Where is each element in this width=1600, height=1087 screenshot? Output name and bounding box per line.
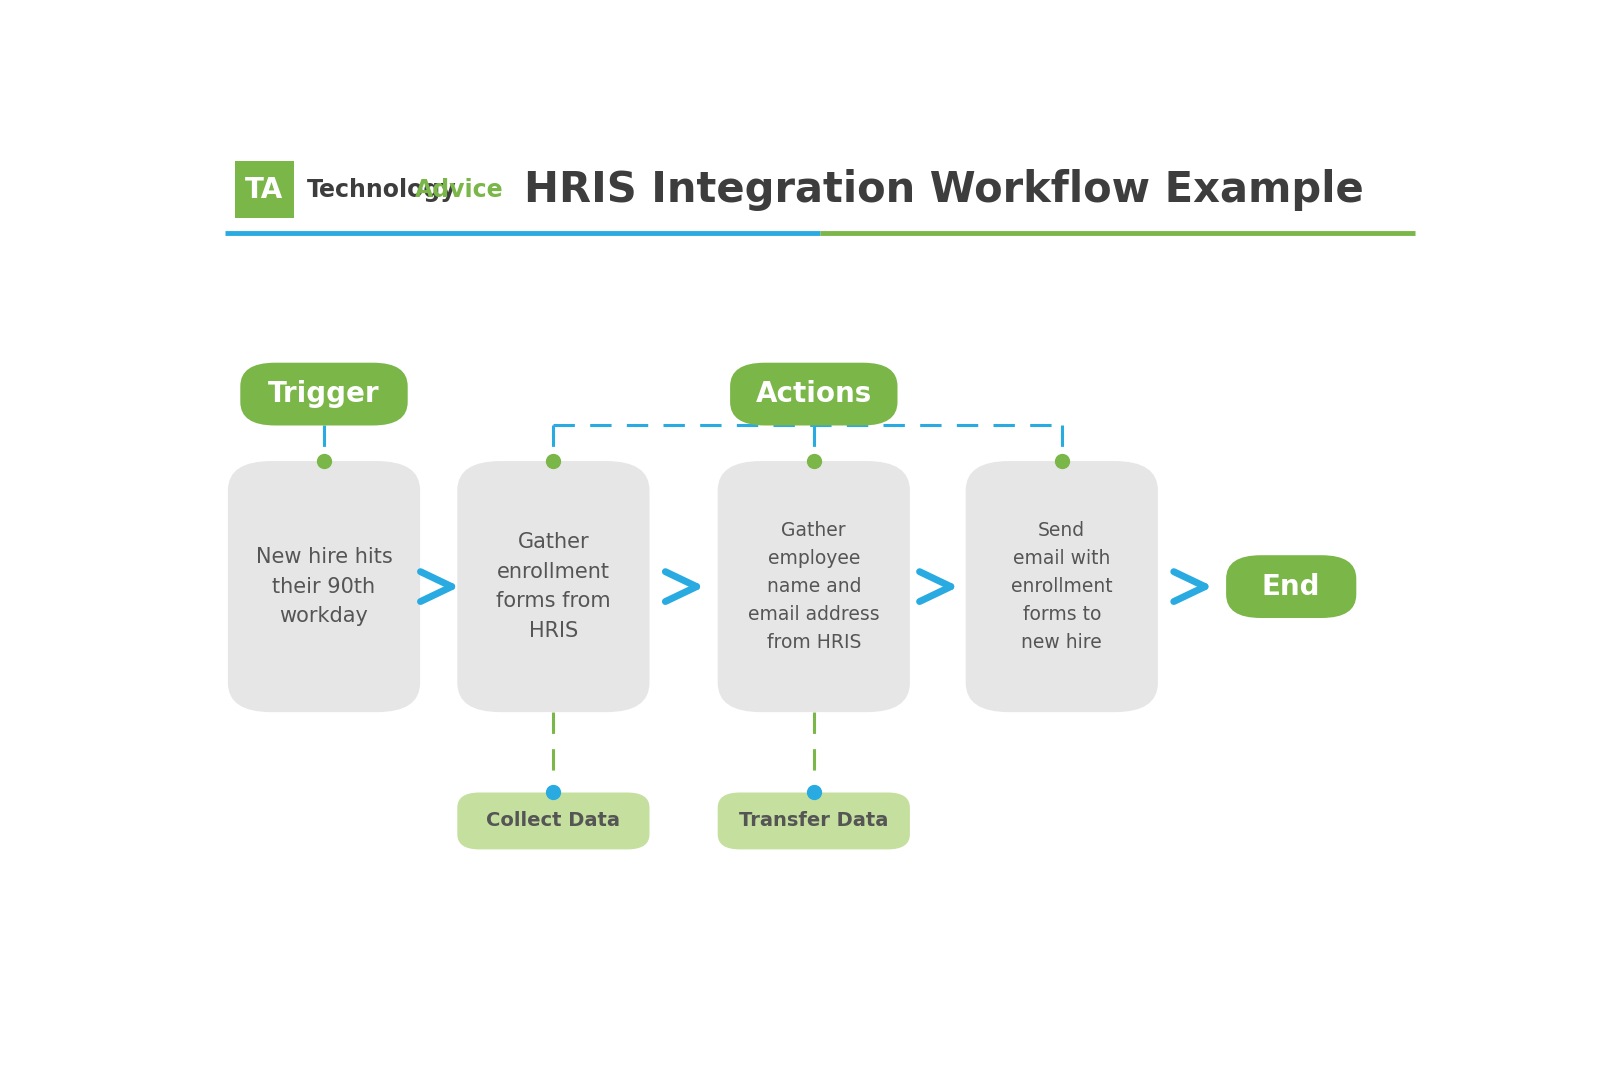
- FancyBboxPatch shape: [718, 792, 910, 849]
- Text: Technology: Technology: [307, 178, 456, 202]
- Text: New hire hits
their 90th
workday: New hire hits their 90th workday: [256, 547, 392, 626]
- FancyBboxPatch shape: [458, 792, 650, 849]
- Text: End: End: [1262, 573, 1320, 601]
- Text: Advice: Advice: [414, 178, 502, 202]
- FancyBboxPatch shape: [240, 363, 408, 425]
- Text: TA: TA: [245, 176, 283, 204]
- FancyBboxPatch shape: [458, 461, 650, 712]
- Text: Gather
employee
name and
email address
from HRIS: Gather employee name and email address f…: [747, 521, 880, 652]
- Text: Collect Data: Collect Data: [486, 812, 621, 830]
- FancyBboxPatch shape: [235, 161, 294, 218]
- FancyBboxPatch shape: [966, 461, 1158, 712]
- FancyBboxPatch shape: [730, 363, 898, 425]
- Text: Trigger: Trigger: [269, 380, 379, 408]
- Text: Gather
enrollment
forms from
HRIS: Gather enrollment forms from HRIS: [496, 533, 611, 641]
- FancyBboxPatch shape: [1226, 555, 1357, 619]
- Text: HRIS Integration Workflow Example: HRIS Integration Workflow Example: [525, 168, 1363, 211]
- Text: Send
email with
enrollment
forms to
new hire: Send email with enrollment forms to new …: [1011, 521, 1112, 652]
- FancyBboxPatch shape: [227, 461, 421, 712]
- Text: Transfer Data: Transfer Data: [739, 812, 888, 830]
- FancyBboxPatch shape: [718, 461, 910, 712]
- Text: Actions: Actions: [755, 380, 872, 408]
